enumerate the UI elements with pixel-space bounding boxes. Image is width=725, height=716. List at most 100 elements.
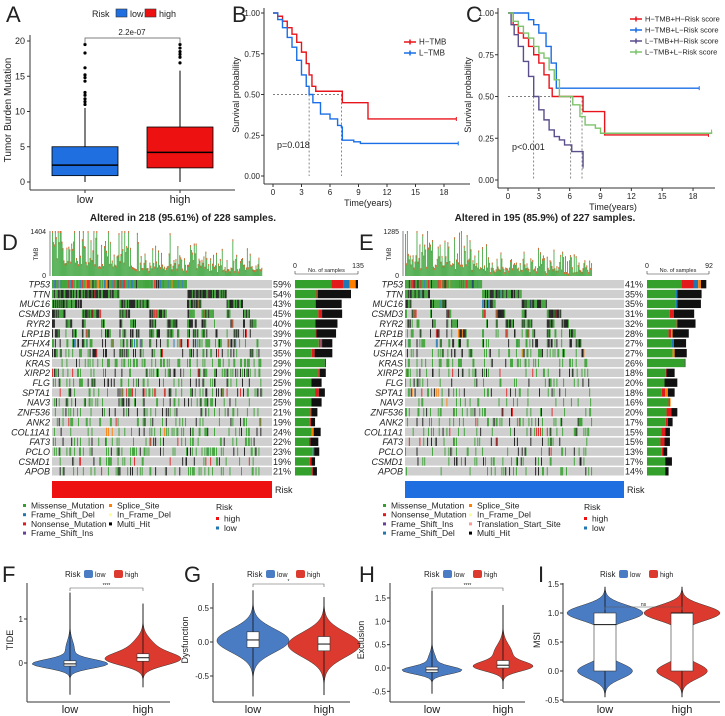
tmb-bar-tip — [74, 231, 76, 233]
mutation-cell — [191, 447, 193, 456]
mutation-cell — [451, 378, 453, 387]
tmb-bar-tip — [152, 248, 154, 251]
mutation-cell — [165, 417, 167, 427]
gene-label: RYR2 — [26, 319, 50, 329]
mutation-cell — [192, 427, 194, 437]
mutation-cell — [153, 309, 155, 318]
mutation-cell — [406, 289, 408, 299]
mutation-cell — [133, 299, 134, 309]
mutation-cell — [69, 388, 71, 397]
mutation-cell — [158, 309, 160, 318]
mutation-cell — [542, 299, 544, 309]
sidebar-bar-segment — [324, 358, 326, 368]
mutation-cell — [53, 289, 55, 299]
mutation-cell — [188, 339, 189, 348]
mutation-cell — [212, 309, 214, 318]
mutation-cell — [159, 378, 160, 387]
tmb-bar-tip — [490, 267, 492, 270]
mutation-cell — [226, 368, 228, 377]
tmb-bar — [497, 266, 499, 276]
mutation-cell — [251, 447, 253, 456]
mutation-cell — [438, 427, 440, 437]
mutation-cell — [484, 309, 485, 318]
tmb-bar-tip — [486, 244, 487, 247]
mutation-cell — [482, 299, 484, 309]
sidebar-bar-segment — [647, 398, 669, 407]
mutation-cell — [70, 299, 72, 309]
mutation-cell — [54, 299, 56, 309]
tmb-bar — [148, 270, 150, 276]
mutation-cell — [417, 289, 419, 299]
gene-percent: 18% — [625, 368, 643, 378]
mutation-cell — [138, 280, 140, 289]
mutation-cell — [239, 427, 241, 437]
tmb-bar — [71, 243, 73, 276]
tmb-bar — [155, 245, 157, 276]
mutation-cell — [137, 329, 139, 338]
y-axis-label: Exclusion — [356, 621, 366, 660]
mutation-cell — [244, 368, 245, 377]
mutation-cell — [530, 427, 532, 437]
tmb-bar-tip — [549, 260, 551, 263]
mutation-cell — [527, 319, 529, 328]
mutation-cell — [584, 358, 586, 368]
mutation-cell — [441, 280, 443, 289]
gene-row-background — [52, 319, 272, 328]
mutation-cell — [141, 358, 143, 368]
sidebar-bar-segment — [673, 309, 695, 318]
gene-row-background — [405, 309, 624, 318]
tmb-bar — [160, 267, 161, 276]
mutation-cell — [253, 408, 255, 417]
tmb-bar — [511, 259, 512, 276]
mutation-cell — [486, 319, 487, 328]
mutation-cell — [521, 319, 523, 328]
mutation-cell — [503, 467, 505, 476]
mutation-cell — [59, 280, 61, 289]
tmb-bar-tip — [511, 259, 512, 262]
mutation-cell — [577, 339, 579, 348]
mutation-cell — [582, 348, 584, 358]
sidebar-bar-segment — [647, 368, 666, 377]
sidebar-bar-segment — [295, 358, 325, 368]
mutation-cell — [66, 447, 68, 456]
mutation-cell — [148, 447, 150, 456]
mutation-cell — [591, 467, 593, 476]
tmb-bar — [407, 253, 409, 276]
sidebar-bar-segment — [681, 280, 694, 289]
mutation-cell — [88, 289, 90, 299]
mutation-cell — [106, 457, 107, 466]
mutation-cell — [246, 388, 248, 397]
mutation-cell — [499, 309, 501, 318]
mutation-cell — [84, 358, 86, 368]
mutation-cell — [431, 427, 432, 437]
mutation-cell — [97, 289, 99, 299]
gene-percent: 20% — [625, 378, 643, 388]
tmb-bar-tip — [510, 260, 511, 263]
tmb-bar-tip — [146, 268, 148, 271]
mutation-cell — [137, 280, 139, 289]
mutation-cell — [202, 378, 204, 387]
tmb-bar — [255, 265, 257, 276]
mutation-cell — [82, 309, 84, 318]
mutation-cell — [149, 309, 151, 318]
mutation-cell — [134, 388, 136, 397]
tmb-bar-tip — [525, 268, 527, 271]
legend-label: low — [592, 523, 606, 533]
mutation-cell — [127, 280, 129, 289]
mutation-cell — [88, 309, 90, 318]
legend-swatch — [23, 531, 26, 535]
mutation-cell — [240, 358, 242, 368]
mutation-cell — [222, 447, 224, 456]
legend-swatch — [216, 526, 219, 530]
mutation-cell — [121, 309, 123, 318]
mutation-cell — [526, 299, 528, 309]
legend-swatch — [84, 570, 93, 578]
tmb-bar-tip — [542, 255, 544, 258]
tmb-bar-tip — [205, 251, 207, 254]
tmb-bar-tip — [535, 266, 537, 269]
tmb-bar-tip — [545, 273, 547, 276]
mutation-cell — [103, 348, 105, 358]
mutation-cell — [189, 319, 190, 328]
tmb-bar — [128, 231, 130, 276]
mutation-cell — [89, 309, 91, 318]
